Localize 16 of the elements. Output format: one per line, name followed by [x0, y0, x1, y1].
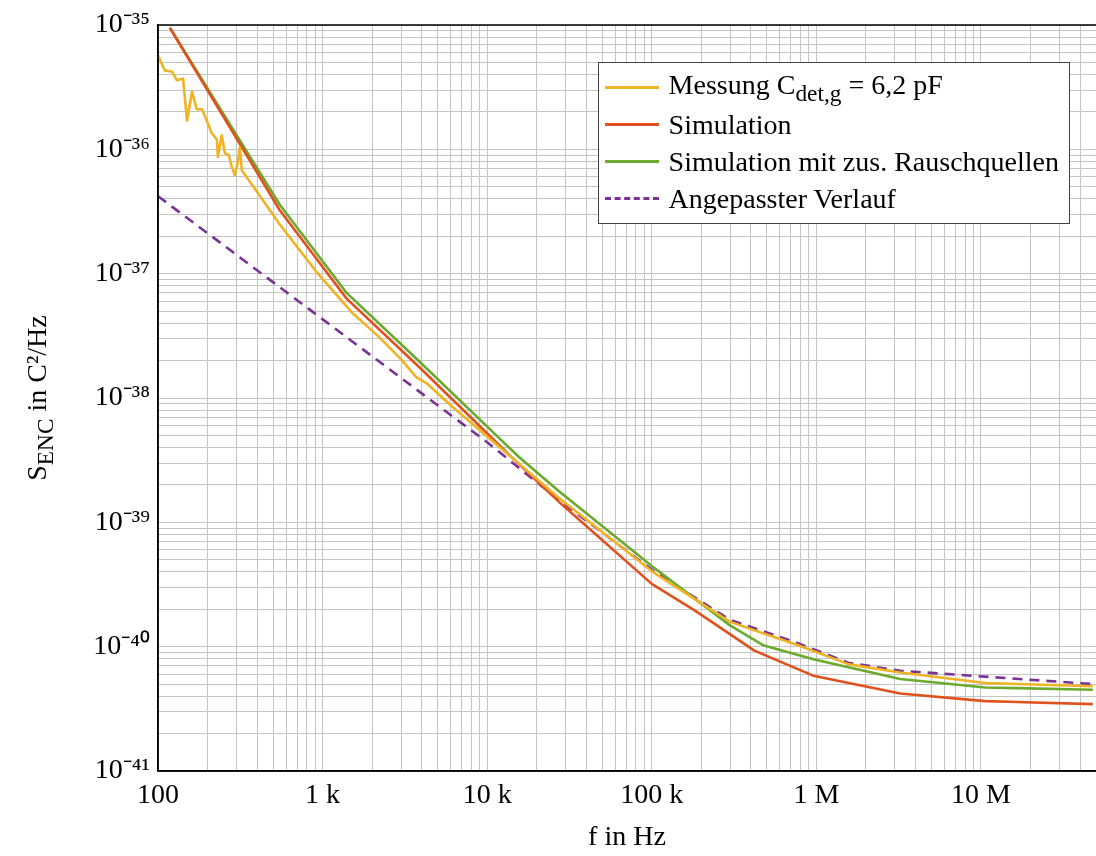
- y-tick-label: 10⁻³⁵: [94, 7, 150, 39]
- legend-label: Simulation: [668, 108, 792, 141]
- legend-label: Simulation mit zus. Rauschquellen: [668, 145, 1059, 178]
- x-tick-label: 1 M: [793, 778, 840, 810]
- y-tick-label: 10⁻⁴⁰: [93, 629, 150, 661]
- y-tick-label: 10⁻³⁸: [94, 380, 150, 412]
- x-tick-label: 100 k: [620, 778, 684, 810]
- y-tick-label: 10⁻³⁹: [94, 504, 150, 536]
- x-tick-label: 1 k: [305, 778, 341, 810]
- legend-label: Angepasster Verlauf: [668, 182, 896, 215]
- y-tick-label: 10⁻³⁶: [94, 131, 150, 163]
- x-tick-label: 10 k: [462, 778, 512, 810]
- y-tick-label: 10⁻³⁷: [94, 256, 150, 288]
- x-tick-label: 10 M: [951, 778, 1011, 810]
- legend-label: Messung C$_{det,g}$ = 6,2 pF: [668, 68, 943, 107]
- x-axis-title: f in Hz: [588, 820, 666, 852]
